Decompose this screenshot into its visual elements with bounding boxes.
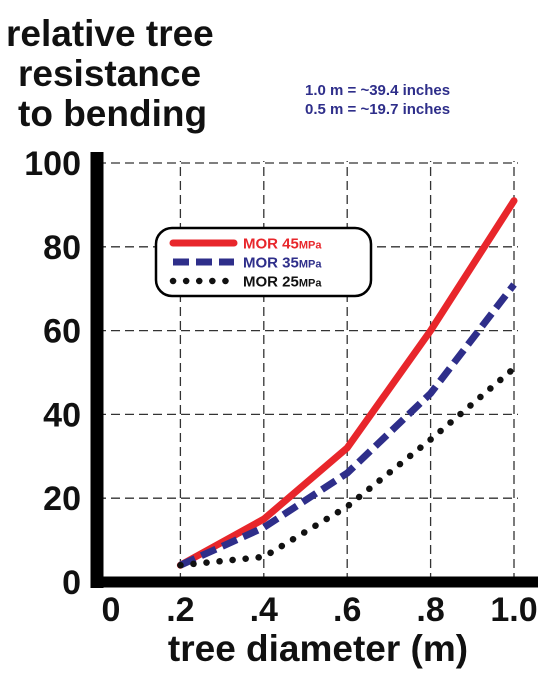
x-tick-label-5: 1.0 (490, 591, 537, 629)
y-axis-label-line-3: to bending (18, 93, 207, 134)
grid (97, 161, 518, 582)
series-lines (176, 197, 518, 569)
y-tick-label-0: 0 (62, 564, 81, 602)
y-tick-label-2: 40 (43, 396, 81, 434)
legend-label-2: MOR 25MPa (243, 274, 322, 291)
x-tick-label-2: .4 (250, 591, 278, 629)
y-tick-label-5: 100 (24, 145, 81, 183)
note-1m: 1.0 m = ~39.4 inches (305, 82, 450, 99)
x-tick-label-4: .8 (416, 591, 444, 629)
y-tick-label-3: 60 (43, 313, 81, 351)
y-axis-label: relative tree resistance to bending (6, 13, 214, 134)
legend-label-1: MOR 35MPa (243, 255, 322, 272)
x-axis-ticks: 0 .2 .4 .6 .8 1.0 (102, 591, 538, 629)
x-tick-label-0: 0 (102, 591, 121, 629)
y-tick-label-4: 80 (43, 229, 81, 267)
y-axis-ticks: 0 20 40 60 80 100 (24, 145, 81, 602)
y-axis-label-line-2: resistance (18, 53, 201, 94)
legend: MOR 45MPa MOR 35MPa MOR 25MPa (154, 226, 373, 298)
series-line-mor-35 (178, 282, 517, 569)
axes (90, 152, 538, 588)
legend-label-0: MOR 45MPa (243, 236, 322, 253)
x-tick-label-1: .2 (166, 591, 194, 629)
unit-notes: 1.0 m = ~39.4 inches 0.5 m = ~19.7 inche… (305, 82, 450, 118)
series-line-mor-25 (177, 365, 518, 569)
series-line-mor-45 (176, 197, 518, 569)
y-axis-label-line-1: relative tree (6, 13, 214, 54)
x-axis-label: tree diameter (m) (168, 628, 468, 669)
x-tick-label-3: .6 (333, 591, 361, 629)
y-tick-label-1: 20 (43, 480, 81, 518)
note-05m: 0.5 m = ~19.7 inches (305, 101, 450, 118)
